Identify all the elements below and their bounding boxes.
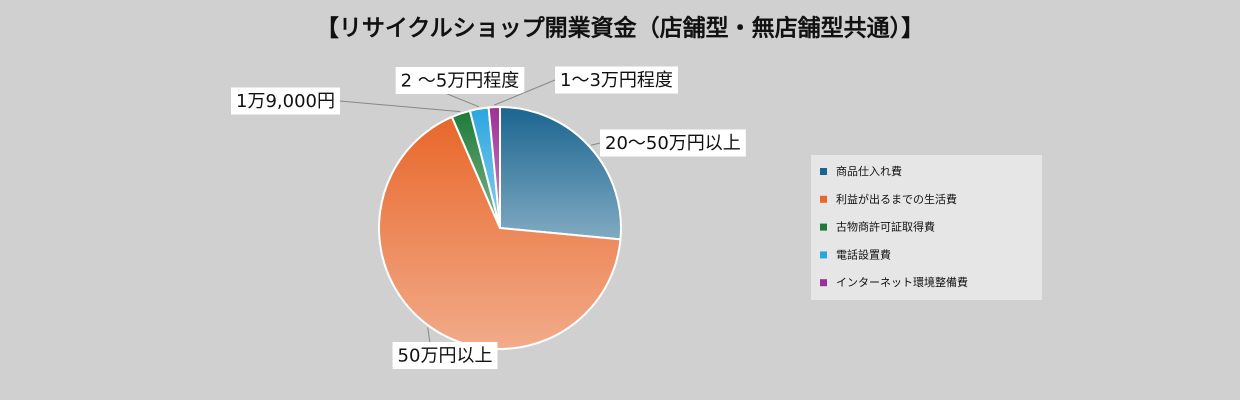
- pie-slice: [378, 115, 622, 350]
- label-box: [231, 87, 340, 115]
- label-box: [395, 67, 525, 94]
- label-box: [555, 66, 678, 94]
- data-label: 50万円以上: [398, 346, 493, 367]
- legend-label: インターネット環境整備費: [836, 275, 968, 289]
- legend-box: [811, 155, 1042, 300]
- leader-line: [590, 142, 601, 146]
- legend-marker: [820, 279, 827, 287]
- data-label: 2 〜5万円程度: [401, 71, 520, 92]
- legend-label: 商品仕入れ費: [836, 164, 902, 178]
- label-box: [600, 129, 746, 157]
- legend-marker: [820, 168, 827, 175]
- leader-line: [444, 92, 480, 108]
- pie-slice: [487, 105, 501, 229]
- leader-line: [494, 79, 556, 106]
- legend-label: 利益が出るまでの生活費: [836, 192, 957, 206]
- legend-marker: [820, 251, 827, 259]
- leader-line: [339, 100, 461, 113]
- legend-marker: [820, 223, 827, 231]
- data-label: 1〜3万円程度: [560, 70, 673, 91]
- data-label: 1万9,000円: [236, 91, 335, 112]
- chart-title: 【リサイクルショップ開業資金（店舗型・無店舗型共通）】: [316, 15, 924, 42]
- legend-marker: [820, 195, 827, 203]
- data-label: 20〜50万円以上: [605, 133, 741, 154]
- legend-label: 古物商許可証取得費: [836, 220, 935, 234]
- leader-line: [427, 327, 431, 344]
- pie-slice: [499, 105, 622, 241]
- legend-label: 電話設置費: [836, 247, 891, 261]
- label-box: [392, 342, 498, 369]
